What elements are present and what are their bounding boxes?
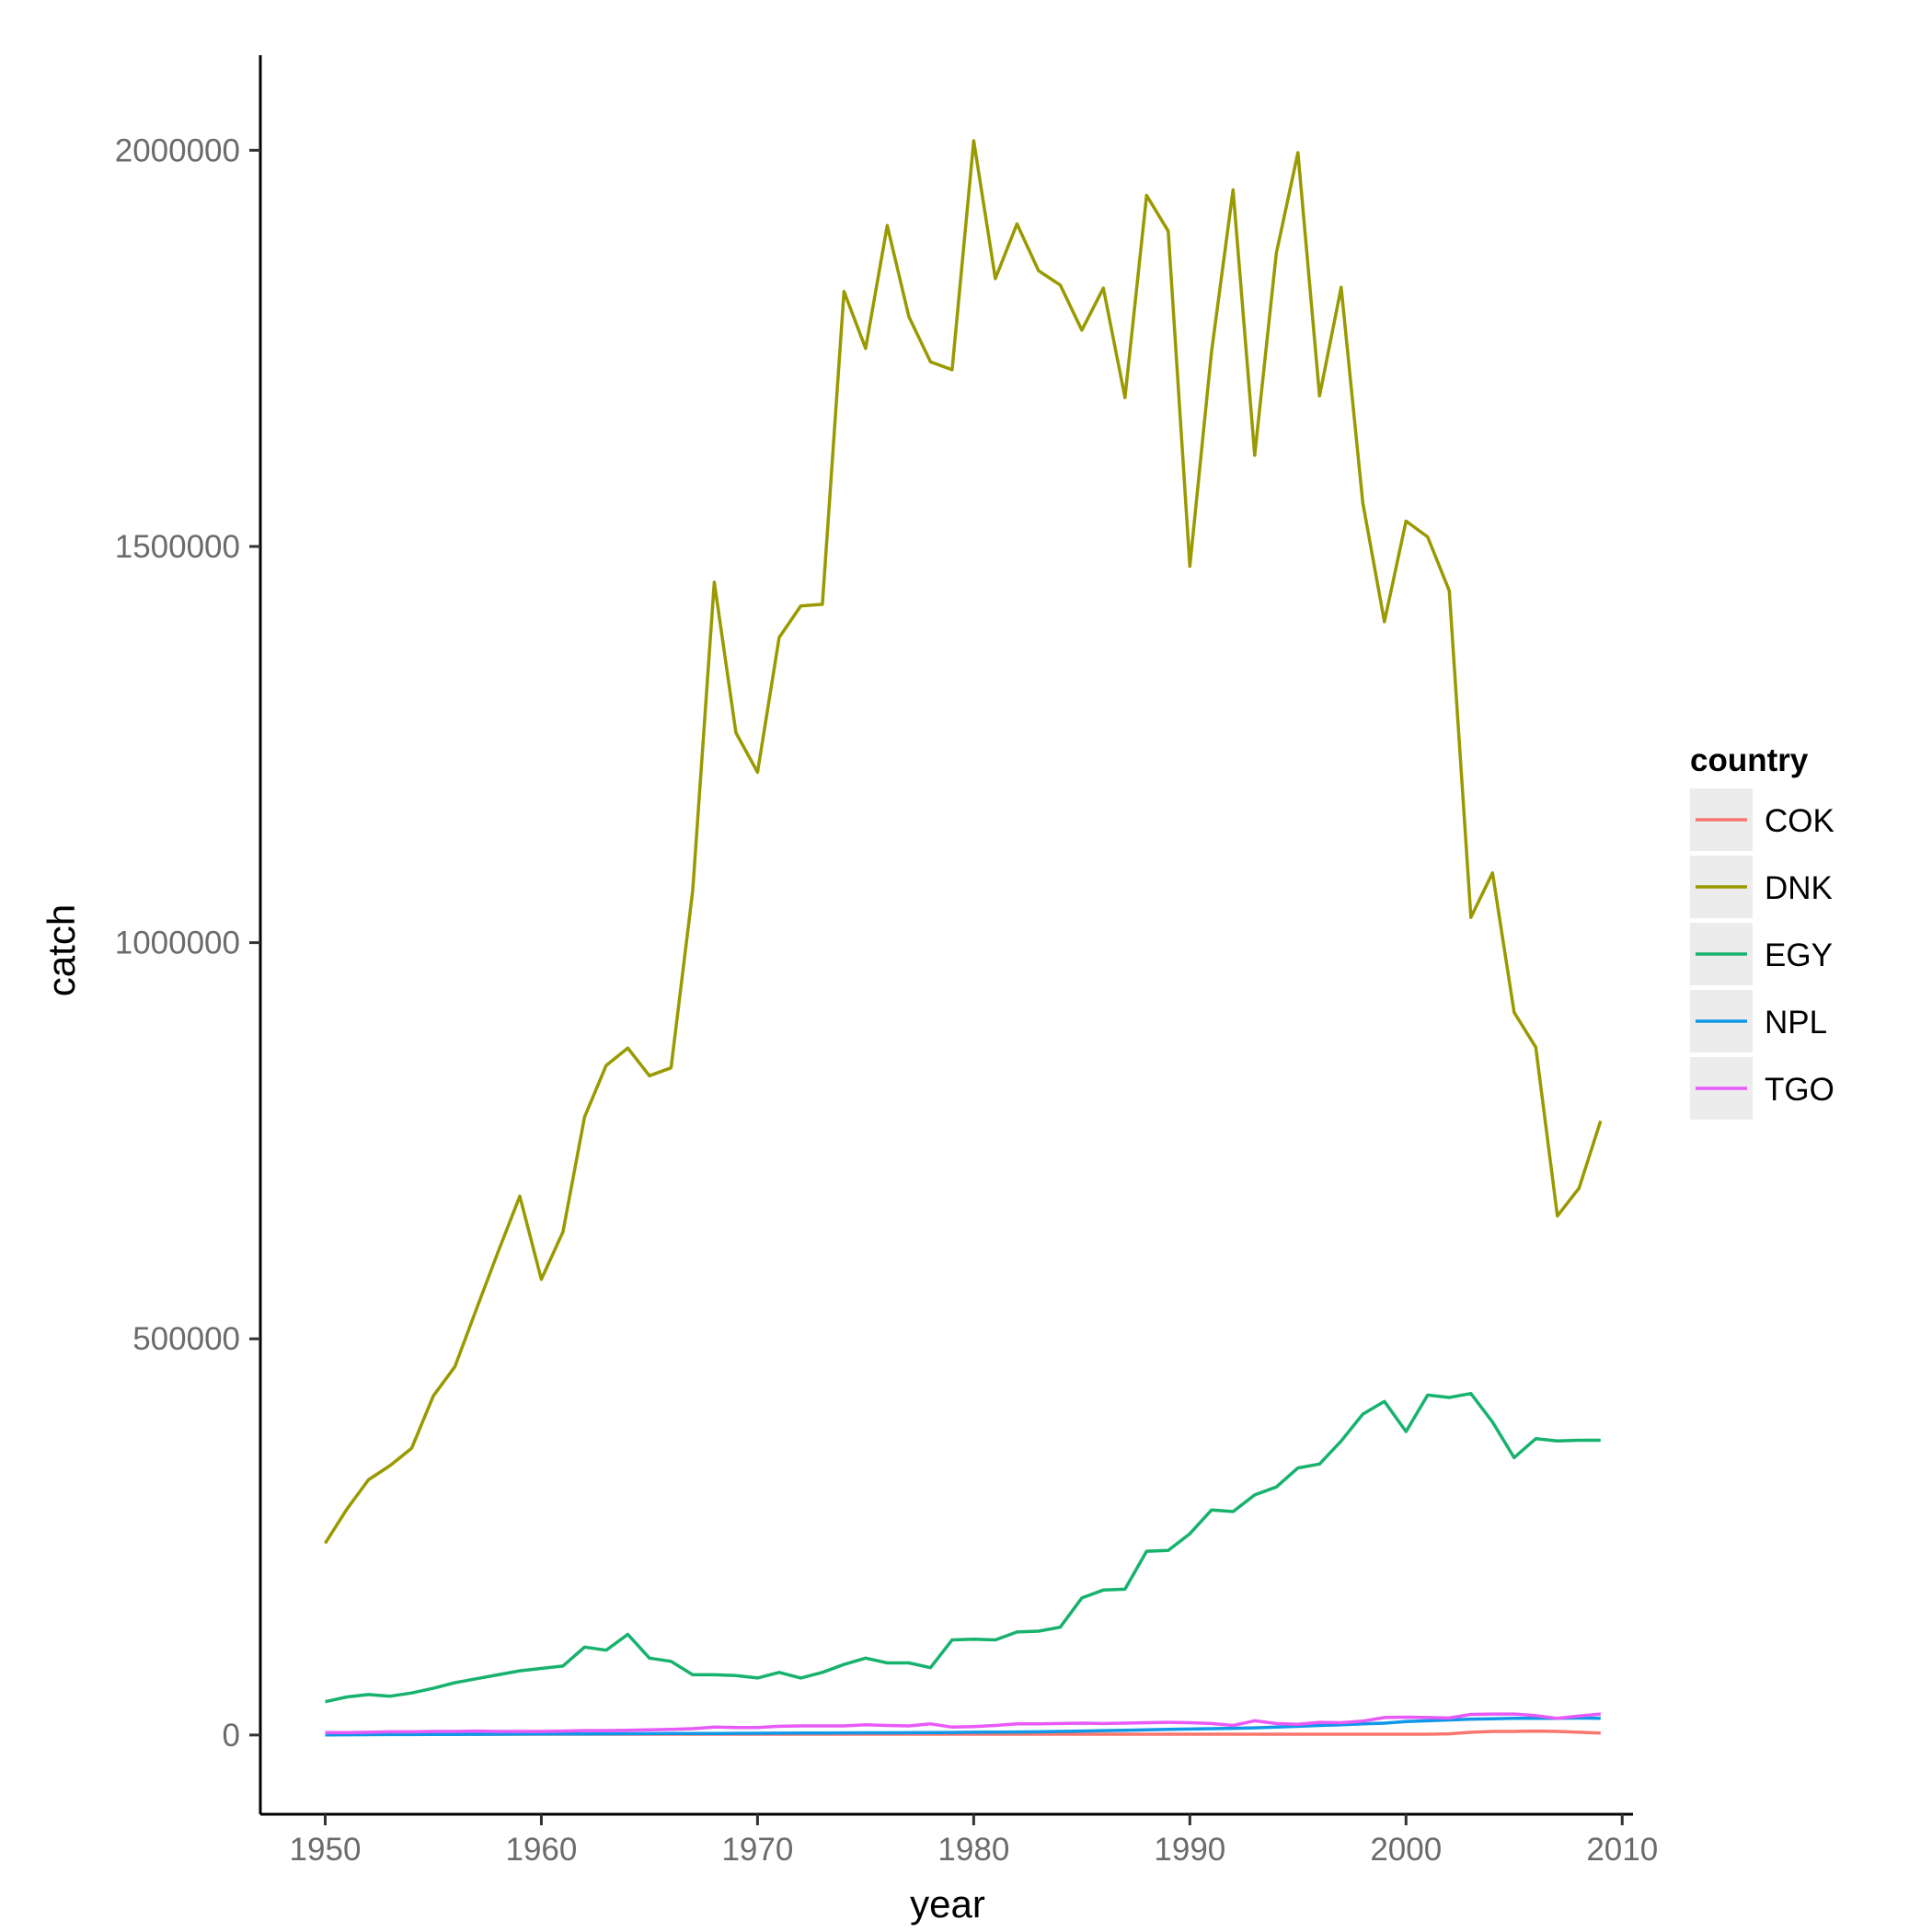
legend-label: NPL bbox=[1765, 1005, 1827, 1041]
legend: country COK DNK EGY NPL TGO bbox=[1690, 742, 1834, 1120]
x-tick-label: 1980 bbox=[937, 1832, 1009, 1868]
legend-item-cok: COK bbox=[1690, 788, 1834, 851]
x-tick-label: 2000 bbox=[1370, 1832, 1442, 1868]
legend-item-npl: NPL bbox=[1690, 990, 1827, 1052]
y-tick-label: 1000000 bbox=[115, 926, 240, 961]
y-tick-label: 2000000 bbox=[115, 132, 240, 168]
y-tick-label: 0 bbox=[223, 1718, 240, 1754]
legend-label: EGY bbox=[1765, 937, 1833, 973]
legend-label: TGO bbox=[1765, 1072, 1834, 1108]
series-line-dnk bbox=[324, 139, 1603, 1545]
x-tick-label: 1970 bbox=[721, 1832, 793, 1868]
x-axis-title: year bbox=[910, 1882, 985, 1926]
x-tick-label: 1960 bbox=[506, 1832, 578, 1868]
legend-item-tgo: TGO bbox=[1690, 1057, 1834, 1120]
series-line-npl bbox=[325, 1716, 1601, 1737]
series-line-egy bbox=[325, 1391, 1601, 1704]
legend-item-egy: EGY bbox=[1690, 923, 1833, 985]
plot-area bbox=[324, 139, 1603, 1737]
axes: 1950 1960 1970 1980 1990 2000 2010 0 500000 1000… bbox=[40, 55, 1658, 1926]
y-tick-label: 500000 bbox=[132, 1321, 240, 1357]
x-tick-label: 2010 bbox=[1586, 1832, 1658, 1868]
legend-label: COK bbox=[1765, 803, 1834, 839]
x-axis-ticks: 1950 1960 1970 1980 1990 2000 2010 bbox=[290, 1814, 1658, 1868]
x-tick-label: 1990 bbox=[1154, 1832, 1225, 1868]
x-tick-label: 1950 bbox=[290, 1832, 362, 1868]
y-axis-title: catch bbox=[40, 904, 83, 996]
y-axis-ticks: 0 500000 1000000 1500000 2000000 bbox=[115, 132, 260, 1754]
legend-title: country bbox=[1690, 742, 1809, 778]
y-tick-label: 1500000 bbox=[115, 529, 240, 565]
series-line-tgo bbox=[325, 1712, 1601, 1735]
legend-item-dnk: DNK bbox=[1690, 856, 1833, 918]
legend-label: DNK bbox=[1765, 870, 1833, 906]
